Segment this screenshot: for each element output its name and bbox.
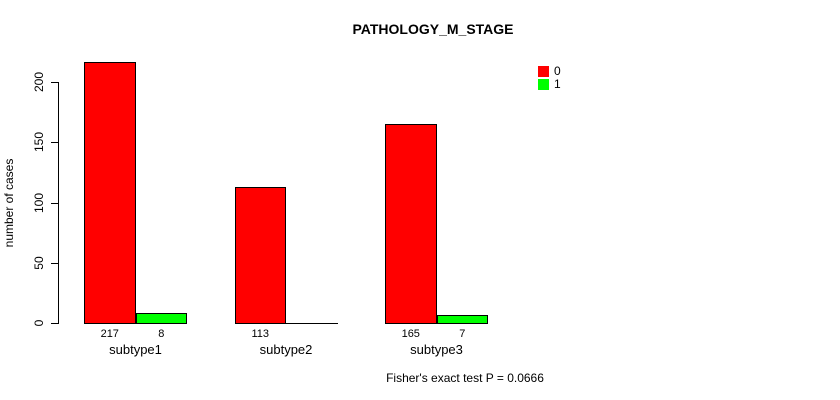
y-tick-mark bbox=[51, 262, 58, 264]
bar-subtype1-series-1 bbox=[135, 313, 187, 324]
y-tick-label: 200 bbox=[32, 72, 46, 93]
y-tick-mark bbox=[51, 142, 58, 144]
legend-label: 1 bbox=[554, 77, 561, 91]
bar-value-label: 165 bbox=[401, 328, 420, 340]
bar-value-label: 217 bbox=[100, 328, 119, 340]
legend-swatch-0 bbox=[538, 65, 549, 77]
bar-value-label: 7 bbox=[459, 328, 466, 340]
y-tick-label: 150 bbox=[32, 132, 46, 153]
category-label-subtype1: subtype1 bbox=[109, 342, 162, 357]
y-tick-label: 50 bbox=[32, 256, 46, 270]
y-tick-label: 0 bbox=[32, 319, 46, 327]
bar-value-label: 8 bbox=[158, 328, 165, 340]
bar-value-label: 113 bbox=[251, 328, 270, 340]
legend-item-0: 0 bbox=[538, 65, 561, 77]
legend-label: 0 bbox=[554, 64, 561, 78]
chart-title: PATHOLOGY_M_STAGE bbox=[352, 21, 514, 37]
legend-item-1: 1 bbox=[538, 78, 561, 90]
category-label-subtype2: subtype2 bbox=[259, 342, 313, 357]
category-label-subtype3: subtype3 bbox=[410, 342, 463, 357]
y-tick-mark bbox=[51, 82, 58, 84]
group-baseline bbox=[234, 323, 338, 324]
bar-subtype2-series-0 bbox=[234, 186, 286, 324]
y-axis-title: number of cases bbox=[2, 158, 16, 248]
bar-subtype1-series-0 bbox=[84, 61, 136, 324]
bar-subtype3-series-1 bbox=[436, 314, 488, 324]
y-tick-mark bbox=[51, 202, 58, 204]
footer-stat-text: Fisher's exact test P = 0.0666 bbox=[386, 371, 544, 385]
bar-subtype3-series-0 bbox=[385, 124, 437, 324]
y-axis-line bbox=[58, 82, 59, 324]
legend-swatch-1 bbox=[538, 78, 549, 90]
y-tick-label: 100 bbox=[32, 192, 46, 213]
y-tick-mark bbox=[51, 323, 58, 324]
